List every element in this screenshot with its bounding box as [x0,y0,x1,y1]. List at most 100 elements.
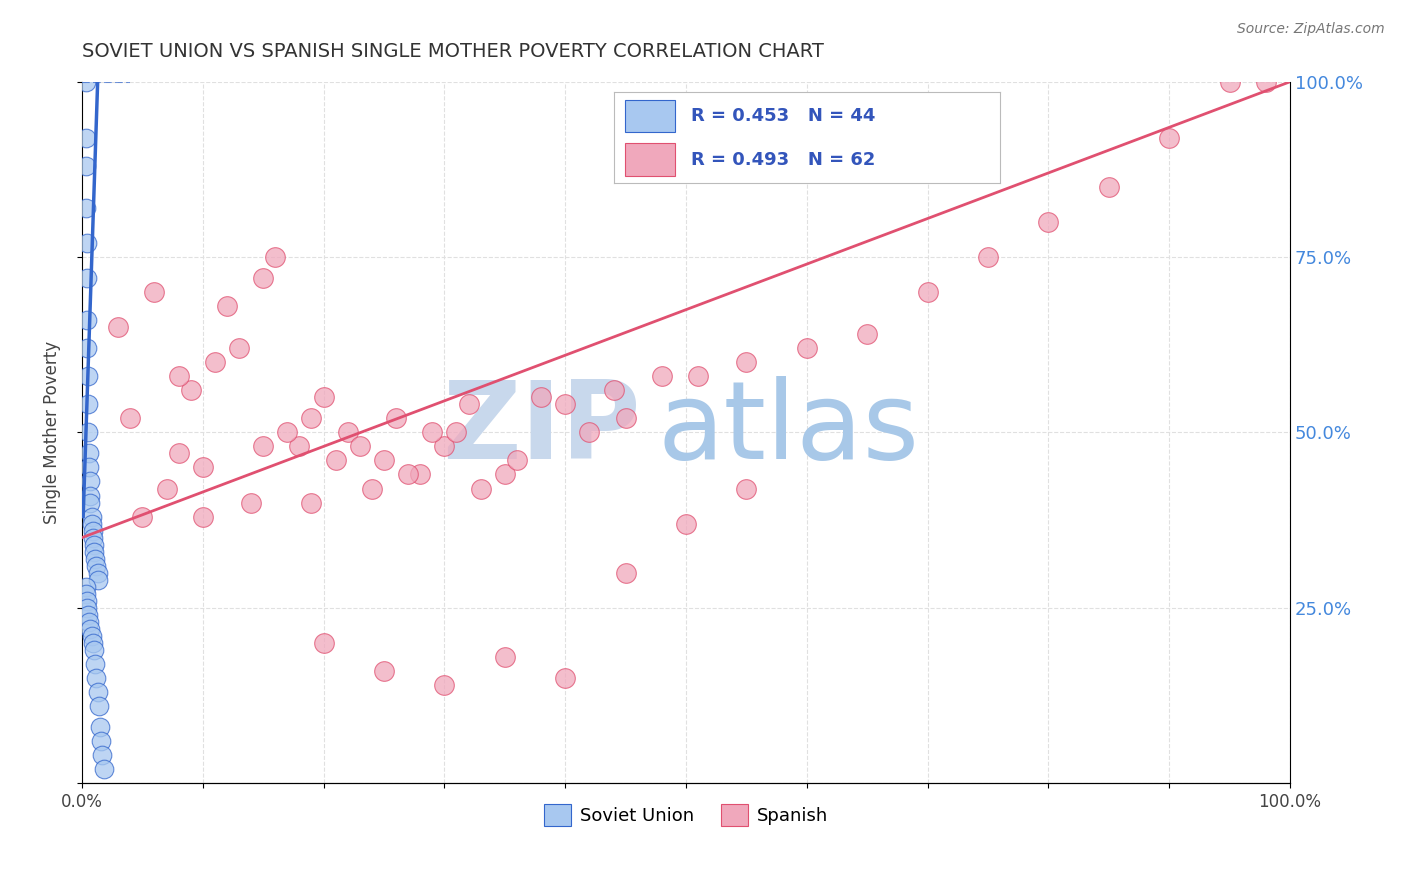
Point [83,538,105,552]
Point [75,201,97,215]
Point [530,390,553,404]
Point [288,439,311,453]
Point [91,747,114,762]
Point [228,341,250,355]
Point [77,607,100,622]
Point [457,397,479,411]
Point [614,566,637,580]
Text: SOVIET UNION VS SPANISH SINGLE MOTHER POVERTY CORRELATION CHART: SOVIET UNION VS SPANISH SINGLE MOTHER PO… [82,42,824,61]
Point [554,671,576,685]
Point [80,629,103,643]
Point [1219,75,1241,89]
Point [312,636,335,650]
Point [686,369,709,384]
Point [75,75,97,89]
Point [1159,131,1181,145]
Point [252,439,274,453]
Point [86,573,108,587]
Point [191,460,214,475]
Point [361,482,384,496]
Point [1098,180,1121,194]
Point [89,720,111,734]
Point [76,235,98,250]
Point [80,509,103,524]
Point [86,566,108,580]
Point [86,671,108,685]
Point [75,580,97,594]
Point [79,622,101,636]
Point [107,320,129,334]
Point [385,411,408,425]
Point [77,369,100,384]
Point [614,411,637,425]
Point [215,299,238,313]
Point [82,524,104,538]
Point [86,685,108,699]
Point [470,482,492,496]
Point [84,551,107,566]
Point [84,657,107,671]
Point [433,678,456,692]
Point [433,439,456,453]
Point [131,509,153,524]
Point [155,482,177,496]
Point [82,531,104,545]
Text: atlas: atlas [658,376,920,482]
Point [301,495,323,509]
Point [1038,215,1060,229]
Point [76,271,98,285]
Point [494,467,516,482]
Point [76,341,98,355]
Point [373,664,395,678]
Point [77,425,100,440]
Point [83,544,105,558]
Point [301,411,323,425]
Point [75,159,97,173]
Point [80,516,103,531]
Point [79,495,101,509]
Point [77,397,100,411]
Point [796,341,818,355]
Point [651,369,673,384]
Point [77,615,100,629]
Point [143,285,166,300]
Point [90,734,112,748]
Point [167,446,190,460]
Point [87,698,110,713]
Point [180,384,202,398]
Point [602,384,624,398]
Point [79,489,101,503]
Point [396,467,419,482]
Point [264,250,287,264]
Point [86,558,108,573]
Point [252,271,274,285]
Point [856,327,879,342]
Point [75,587,97,601]
Point [83,642,105,657]
Point [446,425,468,440]
Point [675,516,697,531]
Point [240,495,263,509]
Point [917,285,939,300]
Point [76,600,98,615]
Point [494,649,516,664]
Point [79,475,101,489]
Point [191,509,214,524]
Point [420,425,443,440]
Point [76,313,98,327]
Point [204,355,226,369]
Point [167,369,190,384]
Point [77,460,100,475]
Point [336,425,359,440]
Point [735,355,758,369]
Point [120,411,142,425]
Point [977,250,1000,264]
Point [349,439,371,453]
Point [735,482,758,496]
Point [325,453,347,467]
Y-axis label: Single Mother Poverty: Single Mother Poverty [44,341,60,524]
Text: ZIP: ZIP [441,376,640,482]
Point [276,425,298,440]
Point [409,467,432,482]
Point [82,636,104,650]
